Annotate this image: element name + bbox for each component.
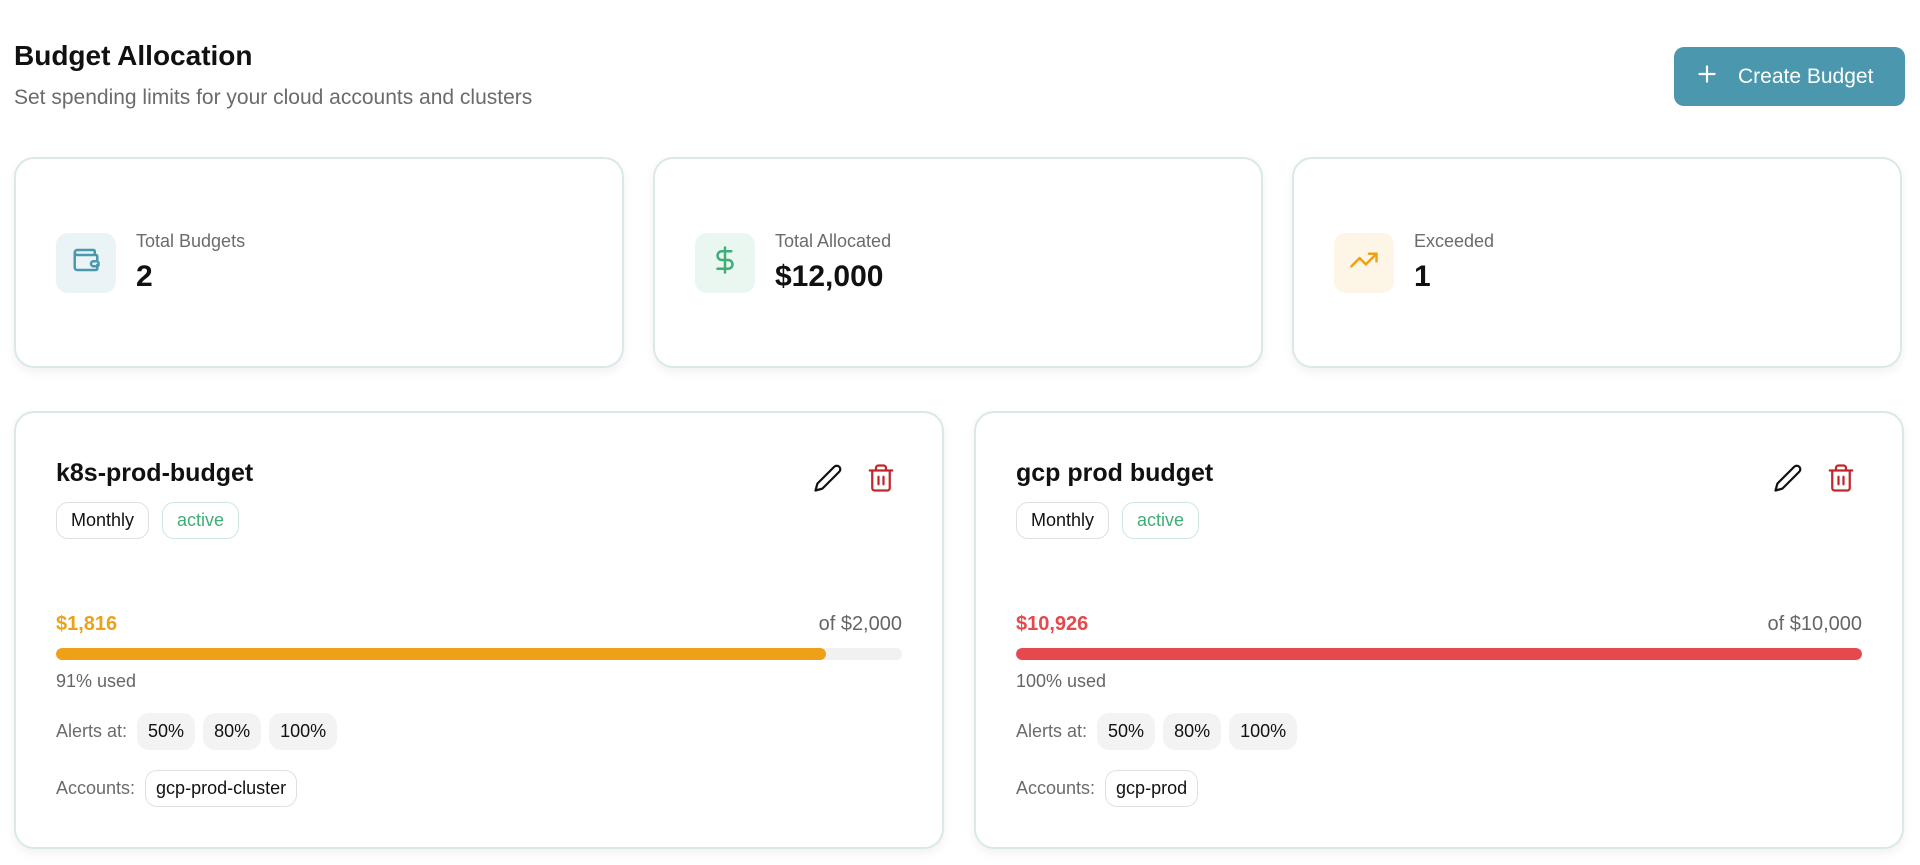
delete-icon[interactable] [866, 463, 896, 493]
status-badge: active [1122, 502, 1200, 539]
stat-value: 1 [1414, 260, 1431, 293]
period-badge: Monthly [1016, 502, 1110, 539]
stat-icon-box [1334, 232, 1394, 293]
wallet-icon [71, 245, 101, 280]
spent-amount: $1,816 [56, 613, 118, 635]
alert-chip: 80% [203, 713, 262, 750]
page-title: Budget Allocation [14, 40, 253, 71]
page-subtitle: Set spending limits for your cloud accou… [14, 86, 533, 109]
plus-icon [1694, 61, 1720, 93]
page-header: Budget Allocation Set spending limits fo… [14, 40, 532, 110]
stat-label: Total Allocated [775, 231, 892, 251]
delete-icon[interactable] [1826, 463, 1856, 493]
stat-card-exceeded: Exceeded 1 [1292, 157, 1902, 368]
create-budget-label: Create Budget [1738, 64, 1874, 88]
accounts-label: Accounts: [1016, 778, 1096, 798]
progress-fill [56, 648, 826, 660]
budget-name: k8s-prod-budget [56, 459, 254, 487]
alert-chip: 100% [269, 713, 338, 750]
trending-up-icon [1349, 245, 1379, 280]
stat-card-total-allocated: Total Allocated $12,000 [653, 157, 1263, 368]
budget-tags: Monthly active [56, 502, 240, 539]
alert-chip: 100% [1229, 713, 1298, 750]
budget-tags: Monthly active [1016, 502, 1200, 539]
progress-track [1016, 648, 1862, 660]
alerts-label: Alerts at: [1016, 721, 1088, 741]
stat-label: Total Budgets [136, 231, 246, 251]
alert-chip: 50% [137, 713, 196, 750]
edit-icon[interactable] [1773, 463, 1803, 493]
accounts-label: Accounts: [56, 778, 136, 798]
used-text: 100% used [1016, 671, 1107, 691]
stat-icon-box [56, 232, 116, 293]
stat-icon-box [695, 232, 755, 293]
budget-total: of $2,000 [818, 613, 902, 635]
budget-name: gcp prod budget [1016, 459, 1214, 487]
accounts-row: Accounts: gcp-prod-cluster [56, 770, 298, 807]
progress-track [56, 648, 902, 660]
account-chip: gcp-prod-cluster [145, 770, 298, 807]
budget-card: k8s-prod-budget Monthly active $1,816 of… [14, 411, 944, 849]
alerts-row: Alerts at: 50% 80% 100% [56, 713, 338, 750]
spent-amount: $10,926 [1016, 613, 1089, 635]
alerts-label: Alerts at: [56, 721, 128, 741]
stat-value: 2 [136, 260, 153, 293]
progress-fill [1016, 648, 1862, 660]
alert-chip: 80% [1163, 713, 1222, 750]
stat-card-total-budgets: Total Budgets 2 [14, 157, 624, 368]
account-chip: gcp-prod [1105, 770, 1199, 807]
accounts-row: Accounts: gcp-prod [1016, 770, 1199, 807]
period-badge: Monthly [56, 502, 150, 539]
alerts-row: Alerts at: 50% 80% 100% [1016, 713, 1298, 750]
stat-value: $12,000 [775, 260, 884, 293]
dollar-icon [710, 245, 740, 280]
status-badge: active [162, 502, 240, 539]
edit-icon[interactable] [813, 463, 843, 493]
create-budget-button[interactable]: Create Budget [1674, 47, 1905, 106]
used-text: 91% used [56, 671, 137, 691]
budget-total: of $10,000 [1767, 613, 1862, 635]
stat-label: Exceeded [1414, 231, 1495, 251]
alert-chip: 50% [1097, 713, 1156, 750]
budget-card: gcp prod budget Monthly active $10,926 o… [974, 411, 1904, 849]
